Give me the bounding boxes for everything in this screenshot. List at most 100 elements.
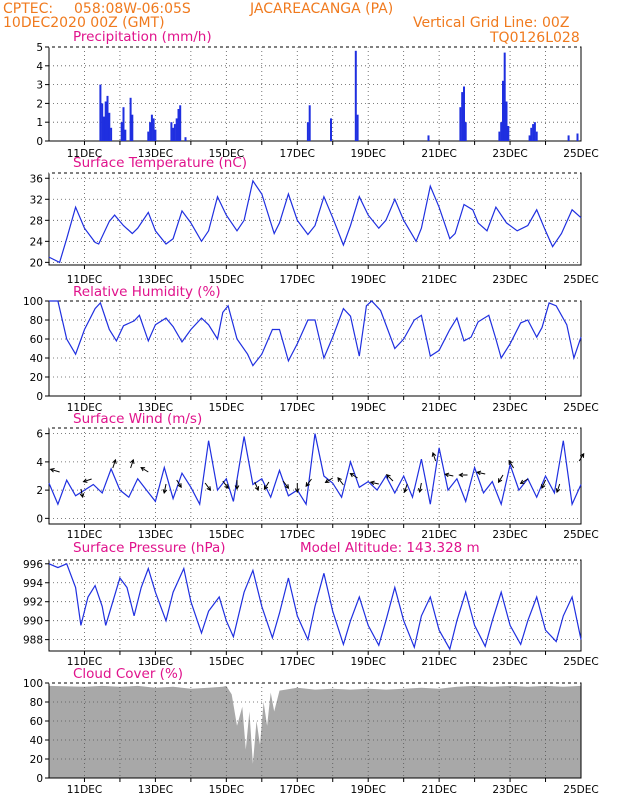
wind-arrow-icon — [337, 476, 344, 486]
x-tick-label: 19DEC — [350, 148, 385, 160]
panel-title: Relative Humidity (%) — [73, 284, 221, 300]
header-code: TQ0126L028 — [489, 30, 580, 46]
y-tick-label: 24 — [30, 236, 44, 248]
precip-bar — [149, 122, 152, 141]
precip-bar — [354, 50, 357, 141]
precip-bar — [576, 133, 579, 141]
x-tick-label: 17DEC — [280, 402, 315, 414]
y-tick-label: 990 — [23, 616, 43, 628]
precip-bar — [461, 92, 464, 141]
wind-arrow-icon — [263, 481, 270, 491]
y-tick-label: 20 — [30, 372, 43, 384]
panels-group: 0 1 2 3 4 5 Precipitation (mm/h) 11DEC 13DEC 15DE… — [23, 29, 599, 796]
x-tick-label: 21DEC — [421, 274, 456, 286]
y-tick-label: 1 — [36, 117, 43, 129]
panel-4: 988 990 992 994 996 Surface Pressure (hPa) Mod… — [23, 540, 599, 668]
x-tick-label: 21DEC — [421, 656, 456, 668]
precip-bar — [131, 114, 134, 141]
precip-bar — [502, 80, 504, 141]
wind-arrow-icon — [431, 451, 437, 462]
precip-bar — [147, 131, 150, 141]
precip-bar — [533, 122, 536, 141]
panel-title: Precipitation (mm/h) — [73, 29, 212, 45]
x-tick-label: 11DEC — [67, 529, 102, 541]
wind-arrow-icon — [79, 488, 85, 499]
y-tick-label: 2 — [36, 98, 43, 110]
y-tick-label: 0 — [36, 513, 43, 525]
y-tick-label: 992 — [23, 597, 43, 609]
wind-arrow-icon — [140, 466, 149, 473]
precip-bar — [306, 122, 309, 141]
precip-bar — [124, 129, 127, 141]
precip-bar — [106, 95, 109, 141]
panel-5: 0 20 40 60 80 100 Cloud Cover (%) 11DEC 13DEC 15D… — [23, 666, 599, 796]
y-tick-label: 80 — [30, 315, 43, 327]
precip-bar — [152, 118, 155, 141]
x-tick-label: 15DEC — [209, 656, 244, 668]
wind-arrow-icon — [222, 480, 229, 490]
wind-arrow-icon — [112, 458, 117, 469]
precip-bar — [103, 116, 105, 141]
wind-arrow-icon — [254, 481, 260, 492]
x-tick-label: 23DEC — [492, 148, 527, 160]
wind-arrow-icon — [417, 482, 423, 494]
x-tick-label: 23DEC — [492, 656, 527, 668]
precip-bar — [179, 105, 182, 141]
x-tick-label: 23DEC — [492, 274, 527, 286]
y-tick-label: 60 — [30, 334, 43, 346]
y-tick-label: 4 — [36, 61, 43, 73]
y-tick-label: 40 — [30, 735, 43, 747]
wind-arrow-icon — [324, 477, 333, 484]
x-tick-label: 11DEC — [67, 402, 102, 414]
x-tick-label: 17DEC — [280, 656, 315, 668]
header-source: CPTEC: — [3, 1, 53, 17]
wind-arrow-icon — [282, 480, 290, 490]
precip-bar — [498, 131, 501, 141]
x-tick-label: 21DEC — [421, 148, 456, 160]
y-tick-label: 60 — [30, 716, 43, 728]
precip-bar — [308, 105, 311, 141]
x-tick-label: 25DEC — [563, 656, 598, 668]
x-tick-label: 25DEC — [563, 274, 598, 286]
precip-bar — [173, 124, 176, 141]
series-line-1 — [48, 179, 582, 264]
panel-frame — [48, 172, 582, 266]
wind-arrow-icon — [497, 474, 504, 484]
wind-arrow-icon — [49, 468, 60, 473]
precip-bar — [120, 122, 123, 141]
precip-bar — [177, 109, 180, 141]
x-tick-label: 17DEC — [280, 148, 315, 160]
wind-arrow-icon — [234, 480, 240, 491]
header-station: JACAREACANGA (PA) — [249, 1, 393, 17]
precip-bar — [528, 135, 531, 141]
wind-arrow-icon — [162, 483, 168, 495]
x-tick-label: 23DEC — [492, 402, 527, 414]
x-tick-label: 17DEC — [280, 274, 315, 286]
precip-bar — [122, 107, 125, 141]
x-tick-label: 23DEC — [492, 529, 527, 541]
model-altitude-label: Model Altitude: 143.328 m — [300, 540, 480, 556]
series-line-3 — [48, 433, 582, 507]
x-tick-label: 11DEC — [67, 656, 102, 668]
panel-0: 0 1 2 3 4 5 Precipitation (mm/h) 11DEC 13DEC 15DE… — [36, 29, 598, 160]
x-tick-label: 19DEC — [350, 274, 385, 286]
header-grid-note: Vertical Grid Line: 00Z — [413, 15, 569, 31]
x-tick-label: 11DEC — [67, 148, 102, 160]
precip-bar — [507, 126, 510, 141]
x-tick-label: 23DEC — [492, 784, 527, 796]
precip-bar — [99, 84, 102, 141]
precip-bar — [464, 122, 467, 141]
y-tick-label: 0 — [36, 391, 43, 403]
y-tick-label: 3 — [36, 80, 43, 92]
panel-2: 0 20 40 60 80 100 Relative Humidity (%) 11DEC 13… — [23, 284, 599, 414]
precip-bar — [532, 124, 535, 141]
wind-arrow-icon — [403, 483, 408, 494]
y-tick-label: 0 — [36, 773, 43, 785]
x-tick-label: 11DEC — [67, 784, 102, 796]
x-tick-label: 13DEC — [138, 529, 173, 541]
x-tick-label: 17DEC — [280, 529, 315, 541]
y-tick-label: 36 — [30, 173, 44, 185]
precip-bar — [172, 127, 175, 141]
wind-arrow-icon — [305, 478, 312, 488]
